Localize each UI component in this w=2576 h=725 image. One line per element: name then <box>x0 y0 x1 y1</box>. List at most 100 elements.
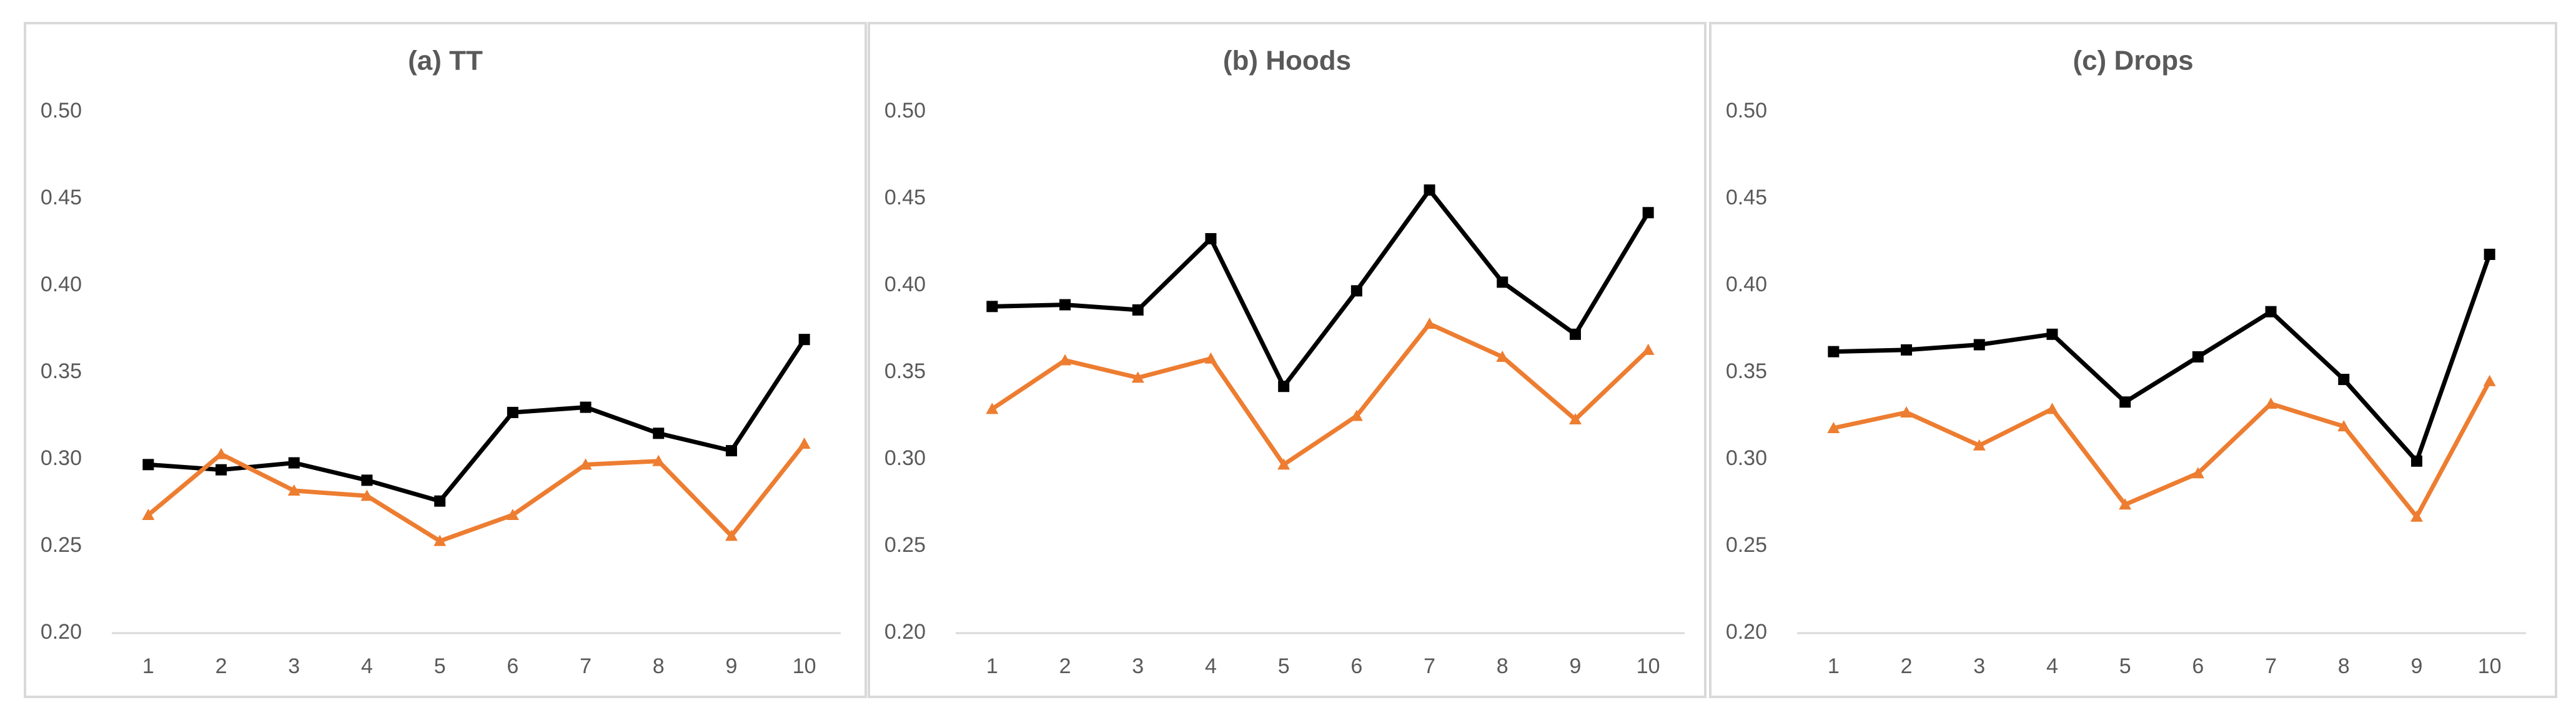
panel-border <box>24 22 867 698</box>
marker <box>2338 374 2350 386</box>
marker <box>1059 354 1072 366</box>
y-tick-label: 0.35 <box>1726 359 1767 383</box>
marker <box>1132 304 1144 316</box>
marker <box>1901 344 1913 356</box>
y-tick-label: 0.40 <box>1726 272 1767 296</box>
x-tick-label: 8 <box>1497 654 1508 678</box>
marker <box>506 508 519 520</box>
x-tick-label: 2 <box>1901 654 1913 678</box>
marker <box>2264 398 2277 409</box>
marker <box>1497 276 1508 288</box>
series-line <box>1833 253 2492 464</box>
x-tick-label: 3 <box>288 654 300 678</box>
x-tick-label: 3 <box>1973 654 1985 678</box>
x-tick-label: 6 <box>1350 654 1362 678</box>
y-tick-label: 0.30 <box>41 446 82 470</box>
x-tick-label: 1 <box>986 654 998 678</box>
marker <box>1278 381 1290 392</box>
marker <box>2410 510 2423 522</box>
marker <box>1973 339 1985 351</box>
marker <box>2046 328 2058 340</box>
marker <box>433 534 447 546</box>
marker <box>2191 467 2204 479</box>
series-line <box>147 442 806 544</box>
marker <box>287 484 300 496</box>
marker <box>652 454 665 466</box>
x-tick-label: 9 <box>1569 654 1581 678</box>
x-tick-label: 2 <box>1059 654 1071 678</box>
x-tick-label: 4 <box>2046 654 2058 678</box>
x-tick-label: 10 <box>2478 654 2502 678</box>
marker <box>142 459 154 471</box>
y-tick-label: 0.40 <box>884 272 926 296</box>
x-tick-label: 8 <box>653 654 665 678</box>
series-line <box>1833 380 2492 519</box>
y-tick-label: 0.40 <box>41 272 82 296</box>
y-tick-label: 0.45 <box>884 186 926 209</box>
x-tick-label: 3 <box>1132 654 1144 678</box>
y-tick-label: 0.50 <box>1726 99 1767 122</box>
marker <box>215 464 227 476</box>
marker <box>1642 343 1655 355</box>
x-tick-label: 5 <box>434 654 446 678</box>
x-tick-label: 5 <box>1278 654 1290 678</box>
marker <box>725 529 738 541</box>
x-tick-label: 7 <box>1424 654 1435 678</box>
chart-title: (a) TT <box>408 46 483 76</box>
marker <box>2410 455 2422 467</box>
marker <box>1828 346 1840 358</box>
marker <box>360 489 374 501</box>
panel-border <box>868 22 1707 698</box>
marker <box>2484 248 2495 260</box>
marker <box>2483 374 2496 386</box>
y-tick-label: 0.35 <box>41 359 82 383</box>
y-tick-label: 0.25 <box>1726 533 1767 557</box>
marker <box>1277 458 1290 470</box>
marker <box>1059 299 1071 311</box>
marker <box>2119 396 2131 408</box>
marker <box>434 495 446 507</box>
y-tick-label: 0.25 <box>41 533 82 557</box>
marker <box>1973 439 1986 451</box>
y-tick-label: 0.20 <box>1726 620 1767 644</box>
x-tick-label: 4 <box>1205 654 1217 678</box>
chart-title: (b) Hoods <box>1223 46 1351 76</box>
y-tick-label: 0.50 <box>884 99 926 122</box>
x-tick-label: 7 <box>580 654 592 678</box>
marker <box>507 406 518 418</box>
marker <box>2192 351 2204 362</box>
marker <box>1569 328 1581 340</box>
marker <box>1496 350 1509 362</box>
marker <box>1424 184 1435 196</box>
marker <box>1642 207 1654 219</box>
marker <box>2337 420 2351 432</box>
x-tick-label: 1 <box>142 654 154 678</box>
y-tick-label: 0.30 <box>1726 446 1767 470</box>
marker <box>361 474 373 486</box>
marker <box>288 457 300 469</box>
marker <box>2265 306 2277 318</box>
y-tick-label: 0.25 <box>884 533 926 557</box>
marker <box>1205 232 1217 244</box>
y-tick-label: 0.20 <box>41 620 82 644</box>
marker <box>725 445 737 457</box>
x-tick-label: 6 <box>2192 654 2204 678</box>
x-tick-label: 7 <box>2265 654 2277 678</box>
y-tick-label: 0.30 <box>884 446 926 470</box>
marker <box>1204 352 1217 364</box>
x-tick-label: 5 <box>2119 654 2131 678</box>
y-tick-label: 0.50 <box>41 99 82 122</box>
x-tick-label: 6 <box>507 654 518 678</box>
marker <box>1350 285 1362 297</box>
x-tick-label: 2 <box>215 654 227 678</box>
y-tick-label: 0.35 <box>884 359 926 383</box>
x-tick-label: 8 <box>2338 654 2350 678</box>
marker <box>986 402 999 414</box>
marker <box>1900 406 1913 418</box>
marker <box>579 458 592 470</box>
marker <box>1568 413 1582 425</box>
y-tick-label: 0.45 <box>41 186 82 209</box>
marker <box>798 334 810 346</box>
